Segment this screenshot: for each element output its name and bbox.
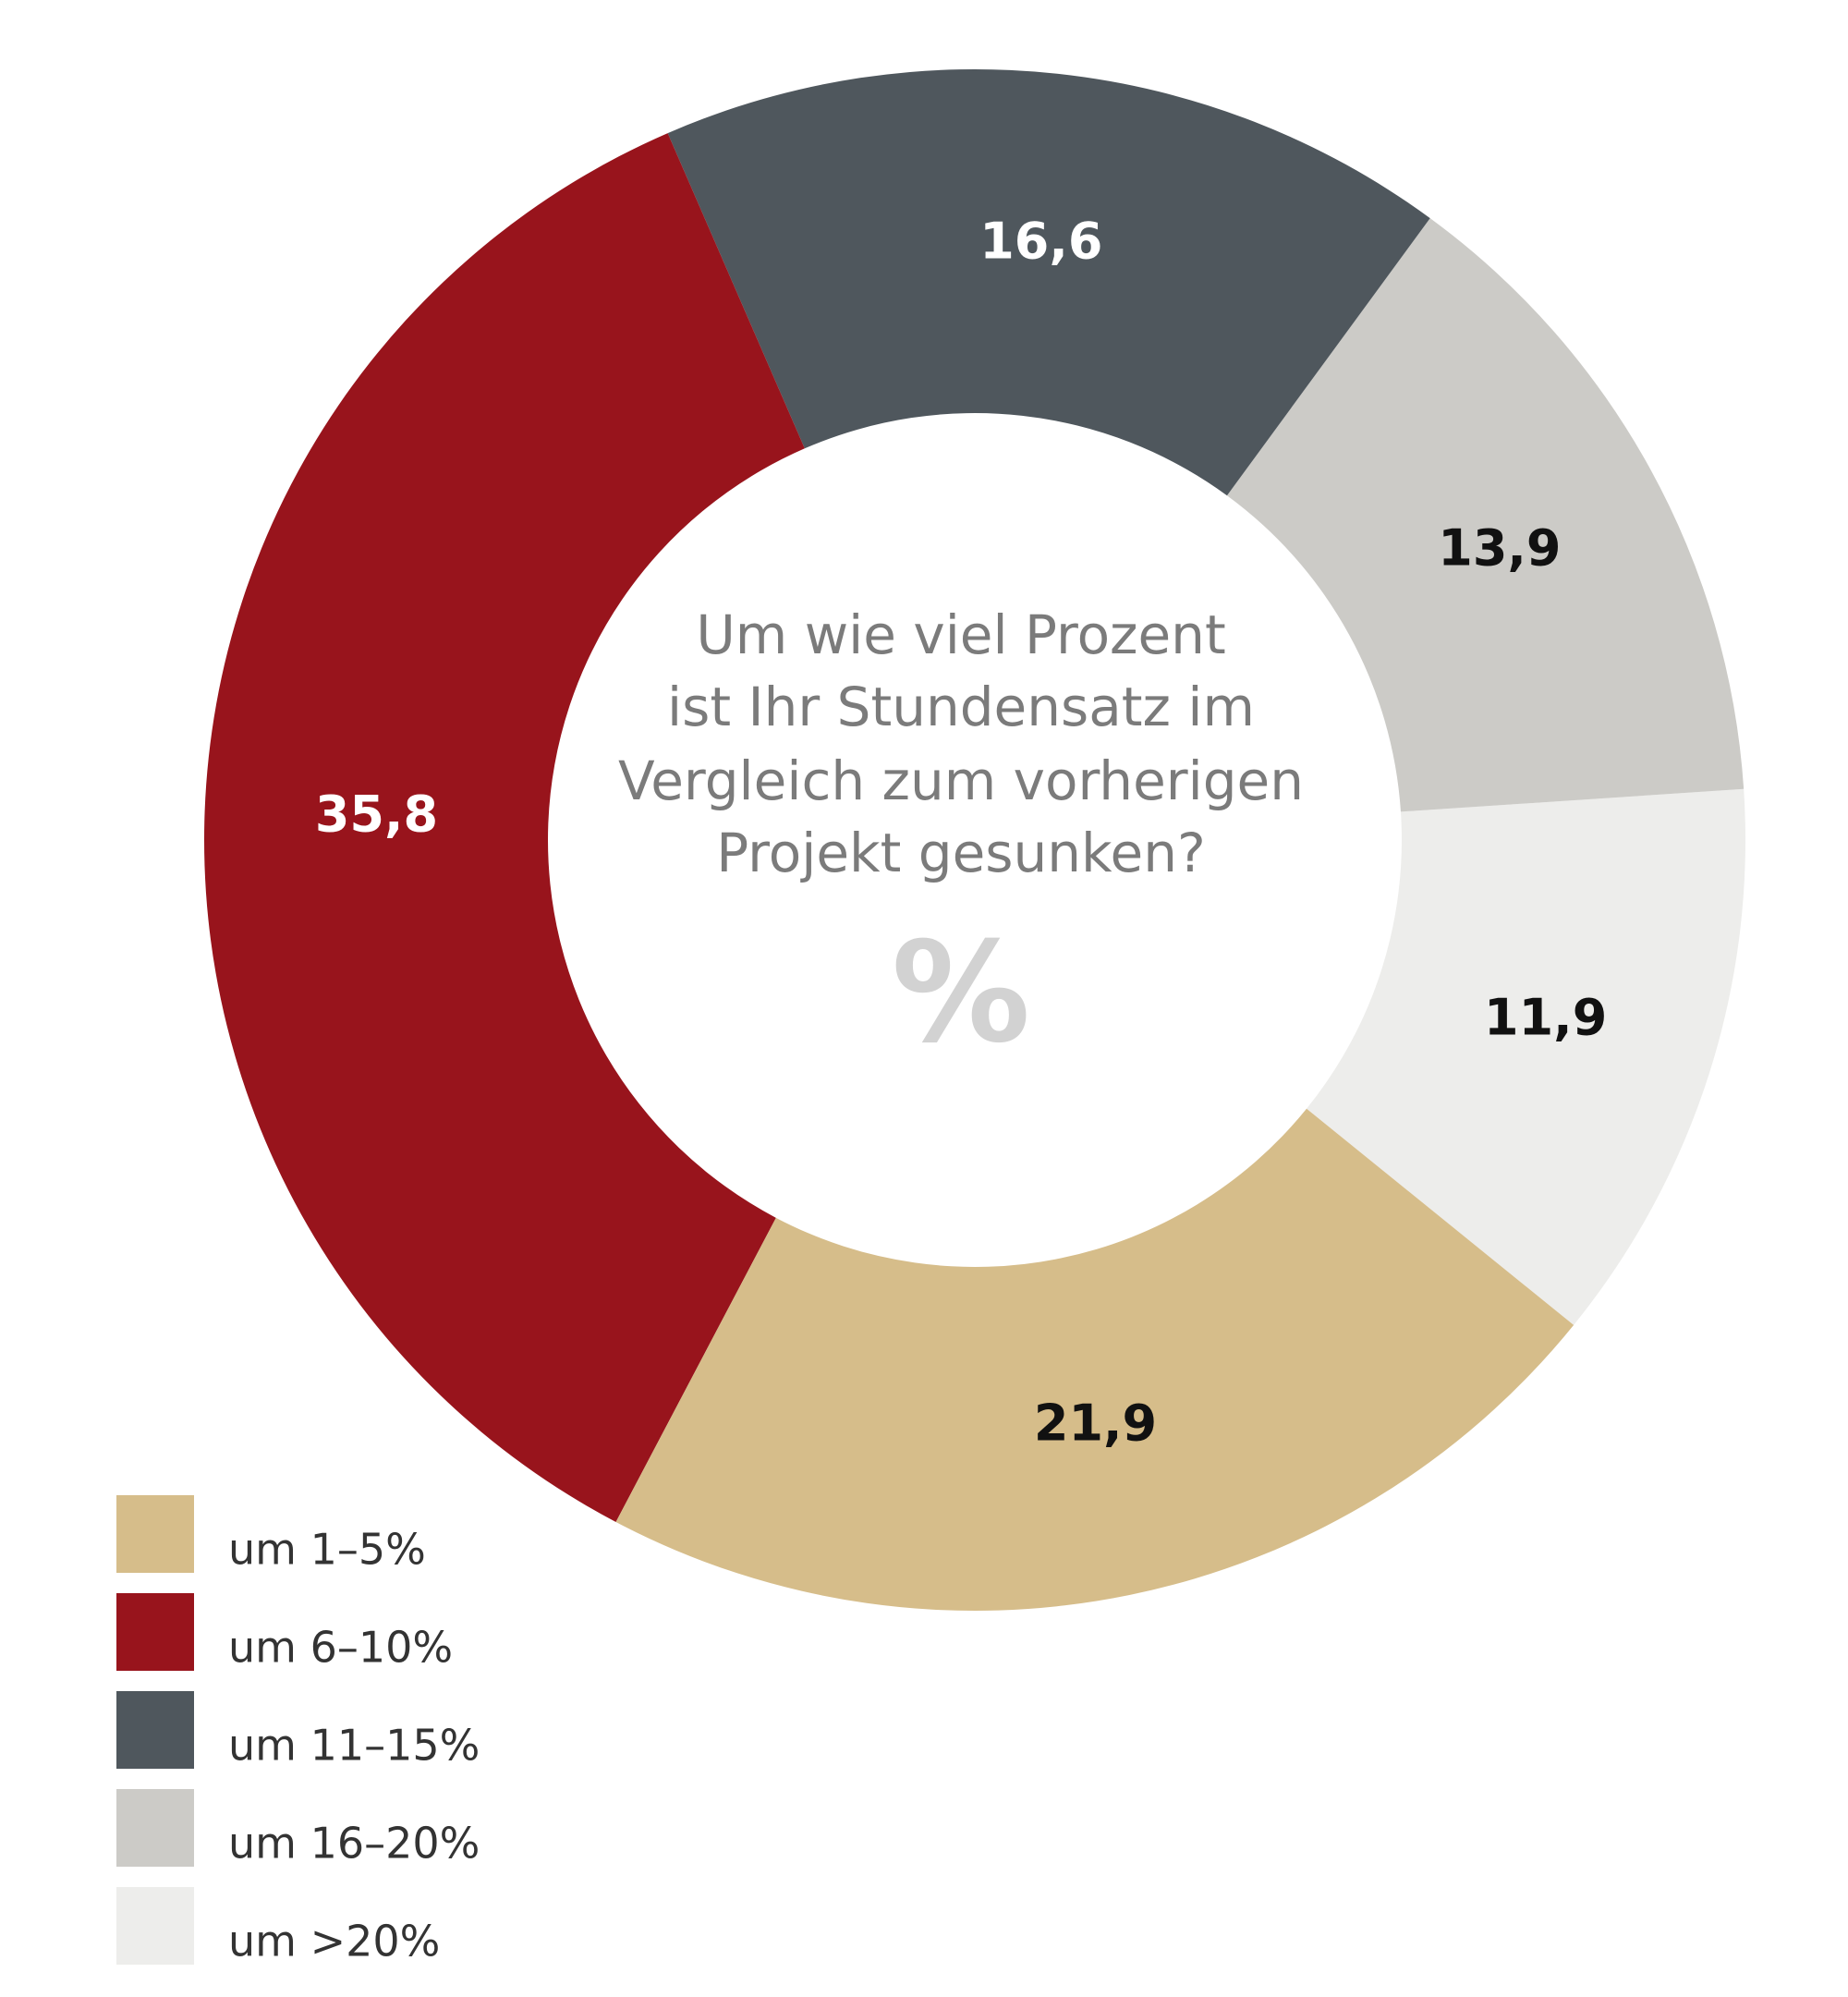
legend-label: um >20% (228, 1917, 440, 1967)
legend-swatch (116, 1691, 194, 1769)
segment (1307, 788, 1745, 1325)
chart-title-line: Vergleich zum vorherigen (618, 749, 1304, 812)
data-label: 35,8 (315, 785, 438, 843)
legend-label: um 16–20% (228, 1819, 480, 1869)
segment (615, 1108, 1574, 1612)
data-label: 21,9 (1034, 1394, 1157, 1452)
legend-label: um 6–10% (228, 1623, 453, 1673)
segment (203, 133, 805, 1523)
legend-swatch (116, 1887, 194, 1965)
legend-label: um 11–15% (228, 1721, 480, 1771)
data-label: 11,9 (1484, 989, 1607, 1047)
segment (667, 68, 1430, 496)
data-label: 16,6 (979, 213, 1102, 271)
legend-swatch (116, 1593, 194, 1671)
center-label: % (892, 913, 1030, 1074)
segment (1226, 218, 1745, 812)
chart-title-line: Um wie viel Prozent (696, 603, 1225, 666)
chart-title-line: Projekt gesunken? (716, 822, 1206, 884)
legend-swatch (116, 1789, 194, 1867)
data-label: 13,9 (1438, 519, 1561, 578)
legend-label: um 1–5% (228, 1525, 426, 1575)
chart-title-line: ist Ihr Stundensatz im (667, 676, 1255, 738)
legend-swatch (116, 1495, 194, 1573)
